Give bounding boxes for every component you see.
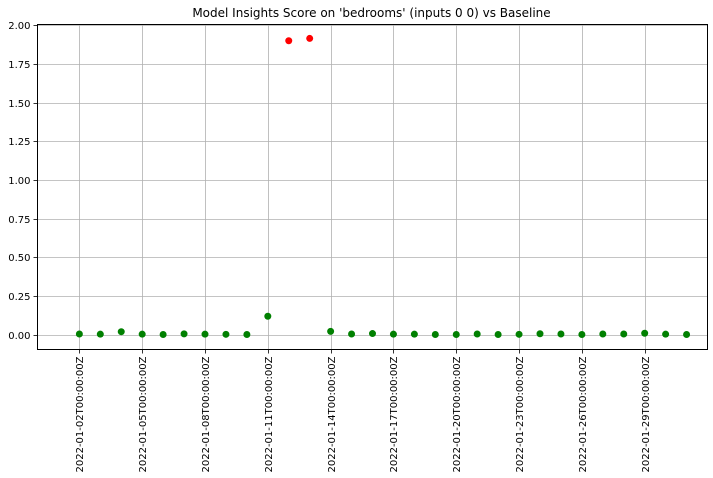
data-point xyxy=(515,330,523,338)
data-point xyxy=(431,330,439,338)
anomaly-point xyxy=(285,37,293,45)
data-point xyxy=(243,330,251,338)
plot-frame xyxy=(37,24,708,350)
data-point xyxy=(327,327,335,335)
data-point xyxy=(138,330,146,338)
data-point xyxy=(264,312,272,320)
x-tick-label: 2022-01-23T00:00:00Z xyxy=(515,356,526,472)
data-point xyxy=(599,330,607,338)
data-point xyxy=(75,330,83,338)
x-tick-label: 2022-01-26T00:00:00Z xyxy=(578,356,589,472)
y-tick-label: 1.00 xyxy=(8,176,30,187)
data-point xyxy=(159,330,167,338)
x-tick-label: 2022-01-08T00:00:00Z xyxy=(201,356,212,472)
data-point xyxy=(96,330,104,338)
x-tick-label: 2022-01-14T00:00:00Z xyxy=(327,356,338,472)
data-point xyxy=(201,330,209,338)
ticks-layer: 0.00 0.25 0.50 0.75 1.00 1.25 1.50 1.75 2.00 2022… xyxy=(8,21,652,473)
data-point xyxy=(410,330,418,338)
y-tick-label: 0.75 xyxy=(8,215,30,226)
y-tick-label: 0.50 xyxy=(8,253,30,264)
data-point xyxy=(662,330,670,338)
y-tick-label: 0.00 xyxy=(8,331,30,342)
data-point xyxy=(117,328,125,336)
data-point xyxy=(348,330,356,338)
data-point xyxy=(389,330,397,338)
data-point xyxy=(494,330,502,338)
x-tick-label: 2022-01-05T00:00:00Z xyxy=(138,356,149,472)
x-tick-label: 2022-01-29T00:00:00Z xyxy=(641,356,652,472)
data-point xyxy=(557,330,565,338)
chart-title: Model Insights Score on 'bedrooms' (inpu… xyxy=(192,6,550,20)
x-tick-label: 2022-01-17T00:00:00Z xyxy=(389,356,400,472)
data-point xyxy=(683,330,691,338)
y-tick-label: 2.00 xyxy=(8,21,30,32)
data-point xyxy=(473,330,481,338)
x-tick-label: 2022-01-02T00:00:00Z xyxy=(75,356,86,472)
data-point xyxy=(452,330,460,338)
data-point xyxy=(620,330,628,338)
grid-layer xyxy=(37,24,708,350)
x-tick-label: 2022-01-20T00:00:00Z xyxy=(452,356,463,472)
y-tick-label: 1.50 xyxy=(8,99,30,110)
marks-layer xyxy=(75,34,691,338)
data-point xyxy=(641,329,649,337)
data-point xyxy=(536,330,544,338)
y-tick-label: 1.75 xyxy=(8,60,30,71)
data-point xyxy=(222,330,230,338)
x-tick-label: 2022-01-11T00:00:00Z xyxy=(264,356,275,472)
y-tick-label: 0.25 xyxy=(8,292,30,303)
anomaly-point xyxy=(306,34,314,42)
y-tick-label: 1.25 xyxy=(8,137,30,148)
data-point xyxy=(369,330,376,338)
data-point xyxy=(578,330,586,338)
data-point xyxy=(180,330,188,338)
